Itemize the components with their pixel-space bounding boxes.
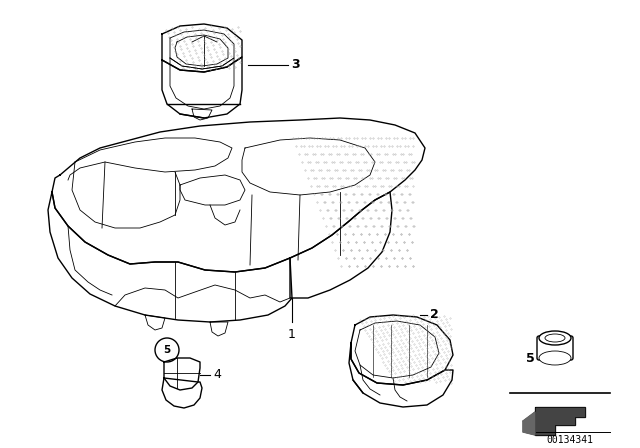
Ellipse shape	[539, 351, 571, 365]
Text: 3: 3	[291, 59, 300, 72]
Polygon shape	[290, 192, 392, 298]
Polygon shape	[164, 358, 200, 390]
Polygon shape	[349, 343, 453, 407]
Polygon shape	[162, 378, 202, 408]
Polygon shape	[170, 30, 234, 69]
Polygon shape	[535, 407, 585, 435]
Text: 1: 1	[288, 328, 296, 341]
Text: 4: 4	[213, 369, 221, 382]
Text: 2: 2	[430, 309, 439, 322]
Polygon shape	[351, 315, 453, 385]
FancyBboxPatch shape	[537, 336, 573, 360]
Ellipse shape	[539, 331, 571, 345]
Polygon shape	[523, 412, 535, 435]
Polygon shape	[48, 192, 292, 322]
Text: 5: 5	[526, 352, 535, 365]
Polygon shape	[52, 118, 425, 272]
Polygon shape	[162, 57, 242, 118]
Ellipse shape	[545, 334, 565, 342]
Text: 5: 5	[163, 345, 171, 355]
Text: 00134341: 00134341	[547, 435, 593, 445]
Polygon shape	[162, 24, 242, 72]
